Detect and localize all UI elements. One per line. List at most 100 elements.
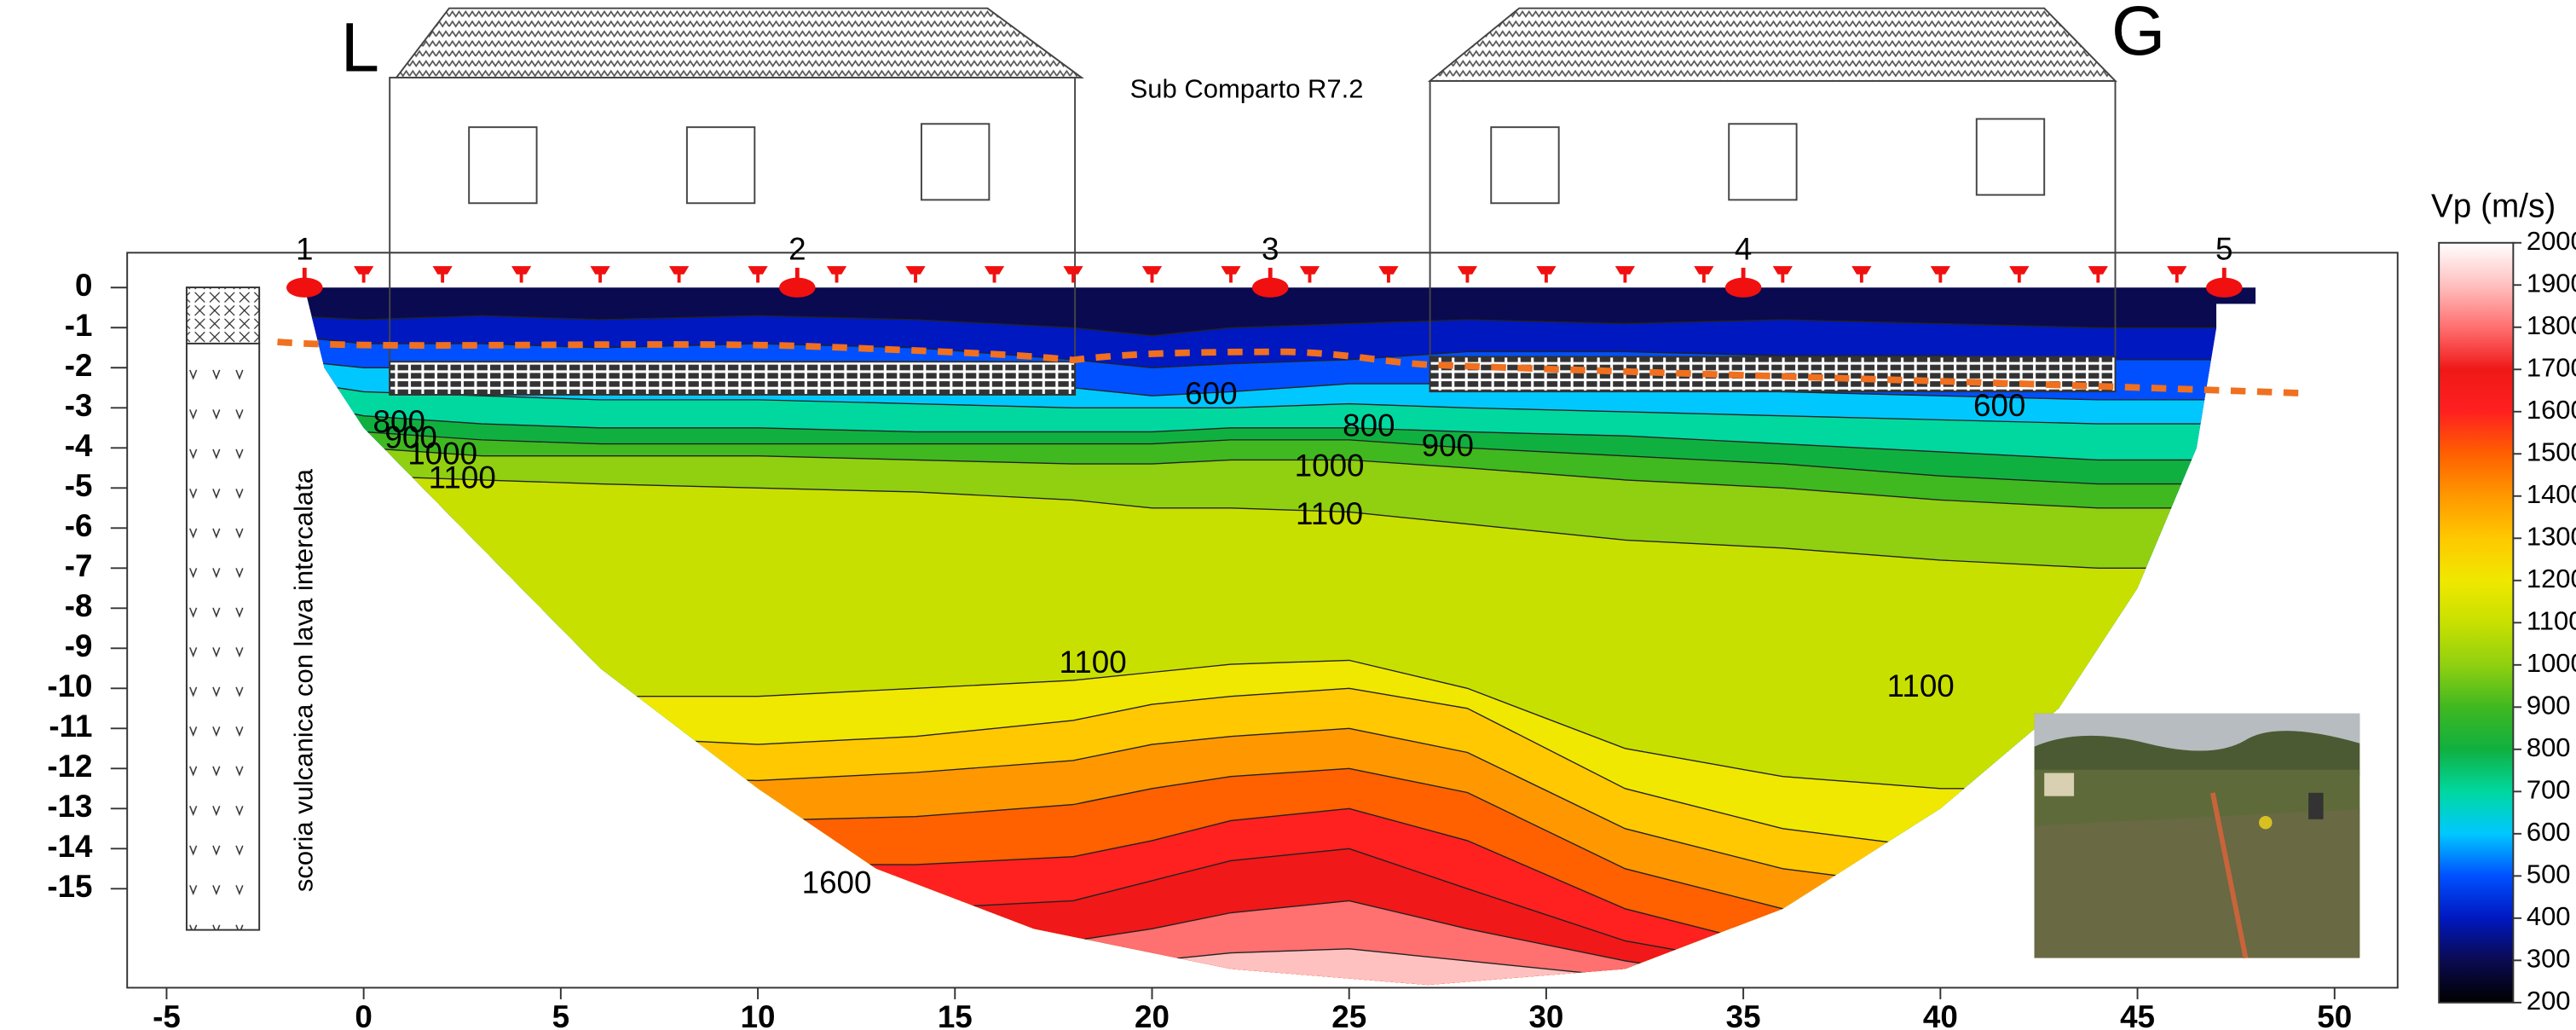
geophone: [1221, 266, 1241, 283]
foundation: [1429, 356, 2117, 393]
photo-inset: [2034, 713, 2360, 959]
y-tick-label: -1: [65, 308, 93, 343]
geophone: [2167, 266, 2187, 283]
roof: [394, 7, 1084, 79]
geophone: [748, 266, 768, 283]
overlay: [185, 7, 2360, 959]
y-tick-label: -5: [65, 468, 93, 503]
geophone: [826, 266, 847, 283]
colorbar-tick-label: 1100: [2527, 605, 2576, 635]
colorbar-tick-label: 1000: [2527, 648, 2576, 678]
x-tick-label: 45: [2120, 999, 2155, 1030]
contour-label: 1100: [1887, 668, 1955, 703]
contour-label: 900: [1422, 428, 1474, 463]
colorbar-tick-label: 1400: [2527, 479, 2576, 509]
colorbar-label: Vp (m/s): [2431, 188, 2556, 224]
x-tick-label: 50: [2317, 999, 2352, 1030]
shot-point: [1724, 277, 1762, 298]
window: [685, 126, 756, 205]
x-tick-label: 5: [552, 999, 569, 1030]
column-label: scoria vulcanica con lava intercalata: [289, 468, 319, 892]
label-right: G: [2111, 0, 2165, 70]
geophone: [1299, 266, 1320, 283]
roof: [1427, 7, 2117, 82]
contour-line: [304, 315, 2256, 337]
axes: -5 0 5 10 15 20 25 30 35 40 45 50 0 -1 -2 -3 -4 -5 -6 -7 -8 -…: [47, 268, 2352, 1030]
geophone: [590, 266, 610, 283]
shot-point: [286, 277, 323, 298]
column-top: [185, 286, 261, 344]
y-tick-label: -10: [47, 668, 92, 703]
x-tick-label: 40: [1923, 999, 1958, 1030]
colorbar-tick-label: 1300: [2527, 521, 2576, 551]
geophone: [1772, 266, 1793, 283]
contour-line: [304, 335, 2256, 368]
shot-point: [779, 277, 816, 298]
y-tick-label: -9: [65, 628, 93, 663]
colorbar-tick-label: 800: [2527, 732, 2571, 762]
y-tick-label: -12: [47, 749, 92, 784]
contour-label: 600: [1973, 388, 2025, 423]
contour-line: [304, 455, 2256, 569]
contour-label: 1100: [1060, 645, 1127, 680]
geophone: [1694, 266, 1714, 283]
shot-point: [2205, 277, 2243, 298]
geophone: [1536, 266, 1557, 283]
colorbar-tick-label: 1500: [2527, 437, 2576, 466]
shot-label: 5: [2215, 231, 2232, 266]
contour-label: 800: [1343, 408, 1395, 443]
colorbar-tick-label: 700: [2527, 775, 2571, 805]
window: [920, 123, 991, 201]
geophone: [1141, 266, 1163, 283]
contour-label: 800: [373, 404, 425, 439]
shot-label: 3: [1262, 231, 1279, 266]
label-left: L: [341, 9, 379, 86]
window: [1490, 126, 1560, 205]
geophone: [1457, 266, 1478, 283]
y-tick-label: 0: [75, 268, 92, 303]
colorbar: [2438, 241, 2515, 1004]
y-tick-label: -3: [65, 388, 93, 423]
colorbar-tick-label: 300: [2527, 944, 2571, 974]
x-tick-label: 15: [938, 999, 973, 1030]
y-tick-label: -11: [49, 709, 92, 744]
x-tick-label: -5: [153, 999, 181, 1030]
geophone: [1063, 266, 1083, 283]
window: [1728, 123, 1798, 201]
contour-line: [304, 431, 2256, 509]
colorbar-tick-label: 900: [2527, 690, 2571, 720]
x-tick-label: 20: [1135, 999, 1170, 1030]
x-tick-label: 35: [1726, 999, 1761, 1030]
geophone: [511, 266, 532, 283]
geophone: [668, 266, 690, 283]
window: [1975, 118, 2046, 196]
colorbar-tick-label: 200: [2527, 986, 2571, 1016]
contour-line: [304, 399, 2256, 461]
colorbar-tick-label: 1200: [2527, 564, 2576, 593]
shot-label: 4: [1735, 231, 1752, 266]
shot-label: 2: [788, 231, 806, 266]
y-tick-label: -13: [47, 789, 92, 824]
y-tick-label: -7: [65, 548, 93, 583]
geophone: [2009, 266, 2030, 283]
colorbar-tick-label: 1600: [2527, 395, 2576, 425]
window: [468, 126, 538, 205]
interface-line: [277, 339, 2299, 396]
contour-label: 1000: [1295, 448, 1365, 483]
colorbar-tick-label: 600: [2527, 817, 2571, 847]
contour-label: 1600: [802, 865, 872, 900]
colorbar-tick-label: 400: [2527, 901, 2571, 931]
geophone: [984, 266, 1005, 283]
contour-label: 600: [1185, 376, 1237, 411]
column: [185, 342, 261, 931]
shot-label: 1: [296, 231, 313, 266]
y-tick-label: -14: [47, 829, 93, 864]
x-tick-label: 10: [741, 999, 776, 1030]
contour-line: [304, 379, 2256, 425]
y-tick-label: -15: [47, 869, 92, 904]
geophone: [905, 266, 926, 283]
contour-line: [304, 415, 2256, 485]
colorbar-tick-label: 2000: [2527, 226, 2576, 256]
